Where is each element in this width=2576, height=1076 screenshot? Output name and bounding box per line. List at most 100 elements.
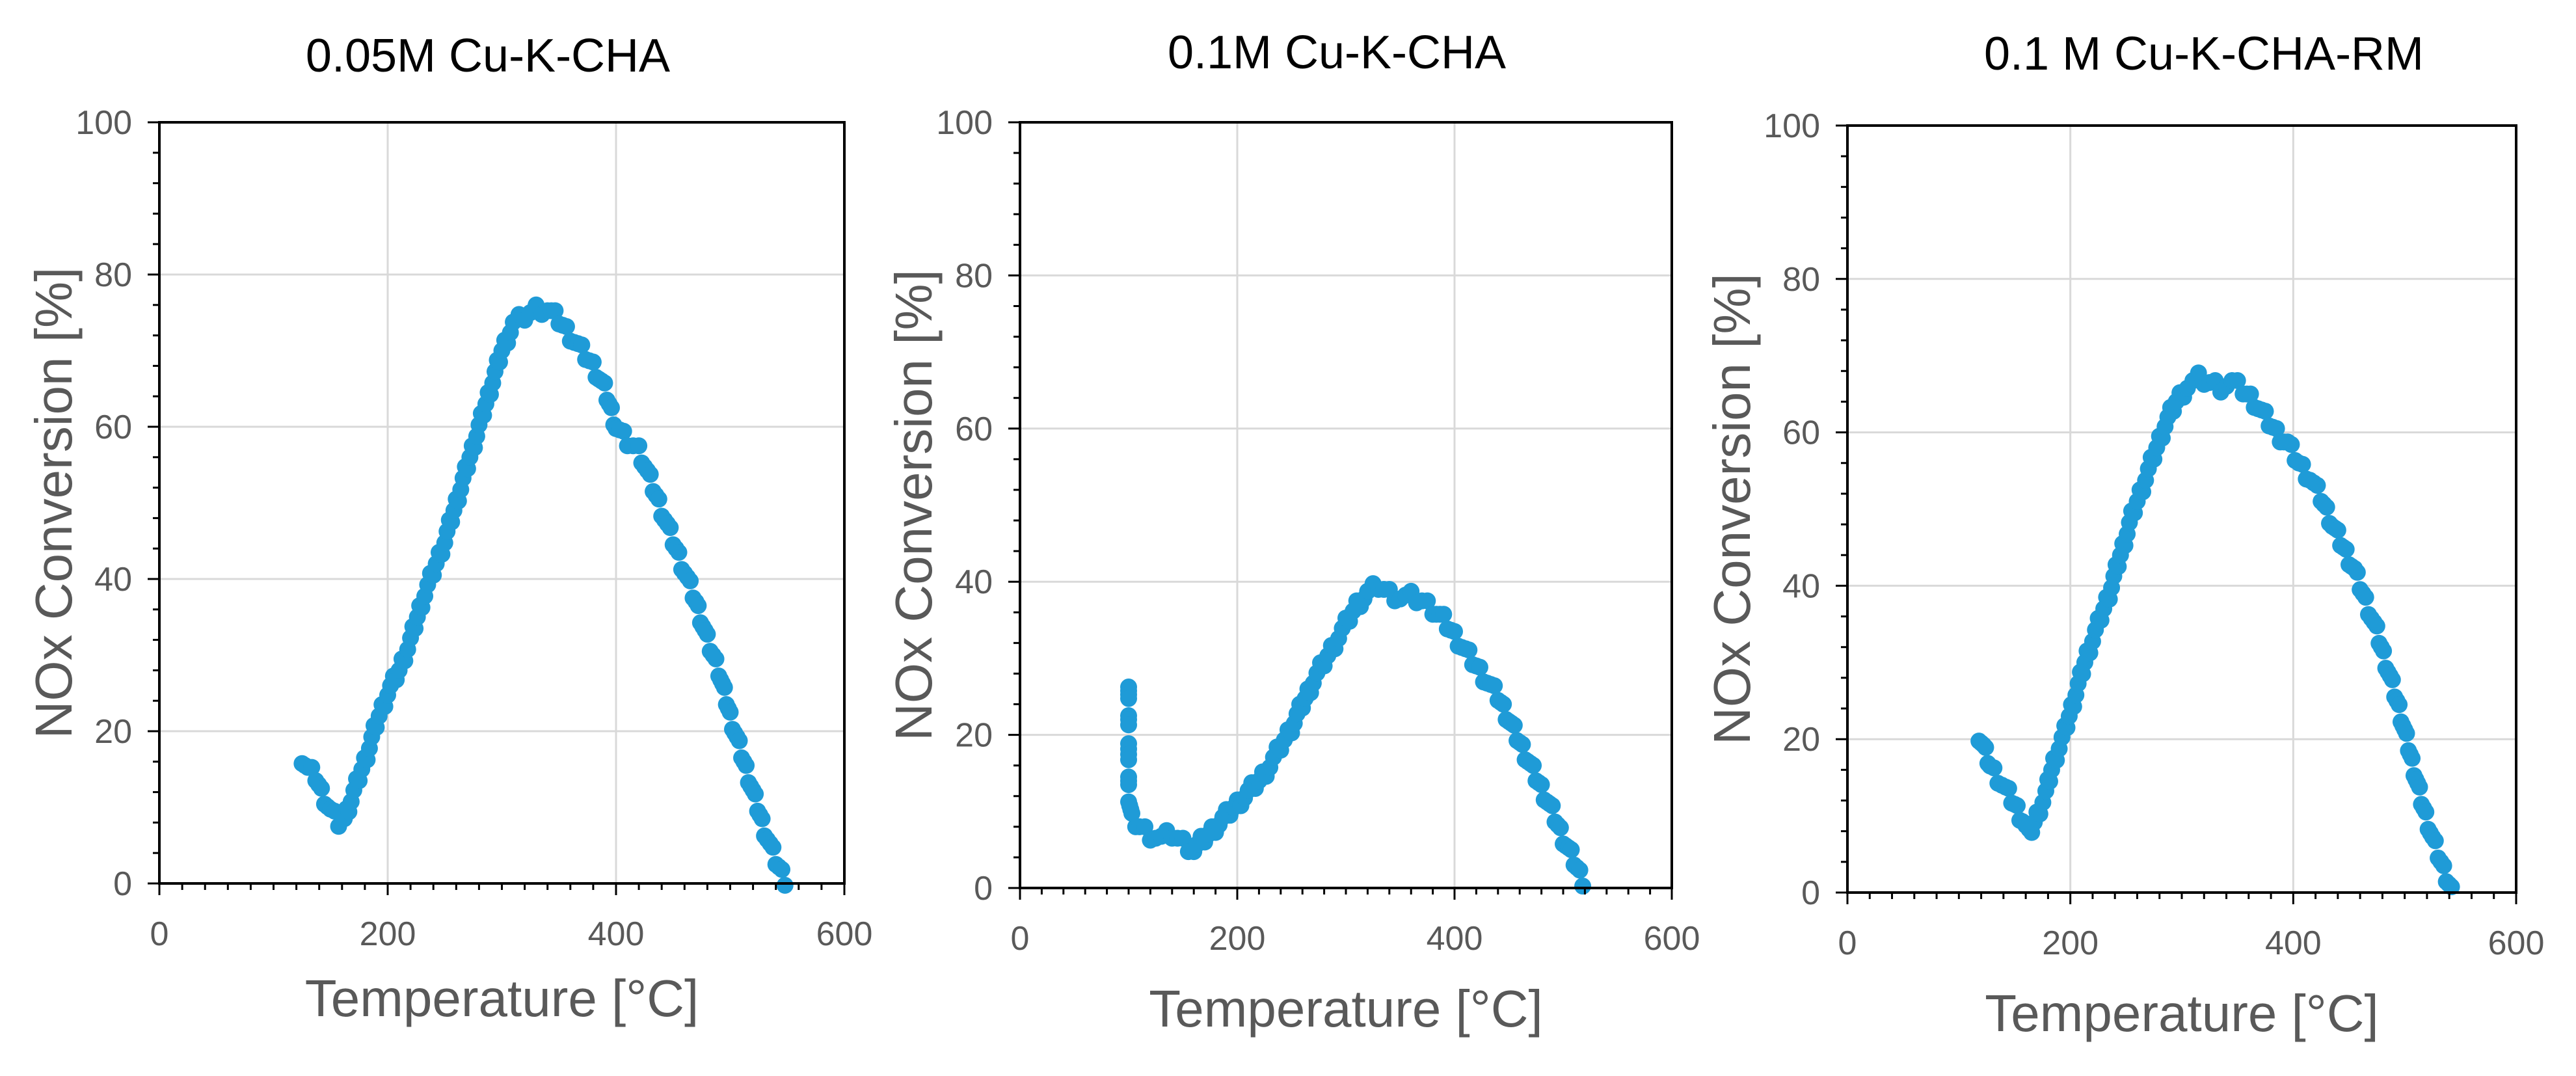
data-point: [670, 544, 688, 561]
y-tick-label: 60: [1782, 414, 1820, 452]
data-point: [1533, 776, 1550, 794]
data-point: [641, 466, 659, 483]
data-point: [731, 732, 748, 749]
axis-ticks: [1836, 124, 2517, 904]
data-point: [2242, 385, 2259, 403]
data-point: [699, 625, 716, 643]
plot-frame: [1019, 121, 1673, 889]
data-point: [2229, 372, 2246, 390]
gridlines: [1020, 122, 1672, 888]
data-point: [2268, 420, 2285, 437]
y-tick-label: 0: [113, 865, 132, 903]
data-point: [1525, 757, 1542, 774]
data-point: [602, 399, 620, 416]
data-point: [690, 597, 707, 614]
data-point: [2443, 878, 2460, 896]
y-tick-label: 40: [1782, 567, 1820, 605]
y-tick-label: 40: [94, 561, 132, 599]
data-point: [707, 650, 725, 667]
y-axis-label: NOx Conversion [%]: [1703, 273, 1761, 745]
x-tick-label: 400: [1427, 920, 1483, 958]
x-tick-label: 200: [2042, 924, 2099, 962]
y-tick-label: 20: [1782, 721, 1820, 759]
data-point: [2294, 455, 2311, 473]
tick-labels: 0 200 400 600 0 20 40 60 80 100: [936, 104, 1700, 958]
y-tick-label: 60: [94, 409, 132, 446]
data-point: [1419, 592, 1436, 610]
data-point: [1985, 759, 2003, 777]
data-point: [1574, 878, 1592, 895]
data-point: [1571, 861, 1589, 879]
panel-1: 0.1M Cu-K-CHA Temperature [°C] NOx Conve…: [885, 27, 1700, 1038]
data-point: [2435, 857, 2452, 874]
x-tick-label: 0: [150, 915, 169, 953]
data-point: [313, 779, 330, 797]
data-point: [2283, 436, 2300, 453]
data-point: [2426, 832, 2444, 850]
data-point: [2008, 797, 2026, 814]
data-series: [293, 296, 794, 894]
data-point: [721, 703, 739, 721]
x-tick-label: 200: [360, 915, 416, 953]
data-point: [2257, 403, 2274, 420]
data-point: [584, 353, 602, 371]
data-point: [1120, 776, 1137, 794]
data-point: [2398, 725, 2415, 742]
x-tick-label: 600: [816, 915, 873, 953]
y-tick-label: 20: [94, 713, 132, 751]
data-point: [1174, 829, 1192, 847]
data-point: [2417, 803, 2435, 821]
data-point: [738, 757, 755, 774]
axis-ticks: [1008, 121, 1673, 900]
y-axis-label: NOx Conversion [%]: [25, 267, 83, 739]
y-tick-label: 40: [955, 563, 993, 601]
data-point: [1460, 641, 1478, 659]
data-point: [2357, 589, 2374, 606]
x-tick-label: 0: [1838, 924, 1857, 962]
data-point: [2337, 541, 2355, 558]
y-tick-label: 0: [1801, 874, 1820, 912]
data-point: [2000, 779, 2017, 797]
x-axis-label: Temperature [°C]: [305, 969, 699, 1027]
data-point: [716, 679, 733, 696]
data-point: [682, 572, 699, 589]
data-point: [2383, 671, 2401, 688]
data-point: [1471, 658, 1488, 676]
panel-2: 0.1 M Cu-K-CHA-RM Temperature [°C] NOx C…: [1703, 28, 2544, 1042]
data-point: [1563, 841, 1580, 859]
data-point: [1120, 690, 1137, 707]
data-point: [615, 422, 632, 440]
panel-title: 0.1M Cu-K-CHA: [1168, 27, 1506, 79]
gridlines: [1847, 126, 2516, 893]
data-point: [1977, 738, 1994, 756]
data-point: [1120, 716, 1137, 734]
data-point: [2411, 778, 2428, 796]
data-point: [546, 302, 564, 319]
data-point: [773, 861, 791, 878]
data-point: [753, 810, 771, 827]
x-tick-label: 400: [588, 915, 645, 953]
data-point: [1505, 716, 1523, 734]
data-series: [1970, 364, 2460, 896]
x-tick-label: 600: [1644, 920, 1700, 958]
data-point: [1551, 819, 1569, 837]
data-point: [303, 759, 321, 776]
y-tick-label: 100: [936, 104, 993, 142]
y-tick-label: 100: [75, 104, 132, 142]
data-point: [1495, 695, 1512, 713]
data-point: [2368, 617, 2385, 635]
tick-labels: 0 200 400 600 0 20 40 60 80 100: [1764, 107, 2544, 962]
data-point: [1435, 606, 1453, 623]
y-tick-label: 80: [1782, 261, 1820, 299]
x-tick-label: 400: [2265, 924, 2322, 962]
y-axis-label: NOx Conversion [%]: [885, 269, 943, 741]
y-tick-label: 100: [1764, 107, 1820, 145]
data-point: [1544, 797, 1561, 814]
data-point: [630, 437, 648, 455]
data-point: [573, 336, 591, 354]
data-point: [776, 876, 794, 894]
axis-ticks: [148, 121, 846, 895]
data-point: [596, 374, 613, 392]
data-point: [1514, 736, 1531, 753]
